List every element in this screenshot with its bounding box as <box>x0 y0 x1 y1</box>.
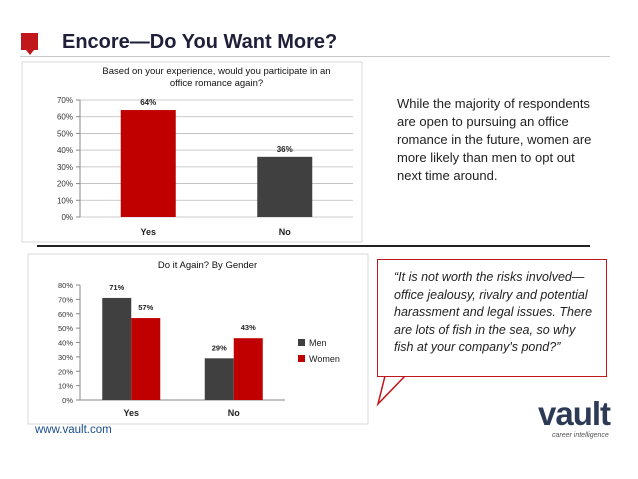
data-label: 64% <box>140 98 156 107</box>
x-category-label: No <box>228 408 240 418</box>
title-accent-icon <box>21 33 38 50</box>
bar-women-yes <box>131 318 161 400</box>
y-tick-label: 30% <box>58 353 73 362</box>
y-tick-label: 60% <box>57 113 73 122</box>
chart-frame <box>27 253 369 425</box>
y-tick-label: 10% <box>57 196 73 205</box>
y-tick-label: 10% <box>58 382 73 391</box>
data-label: 57% <box>138 303 153 312</box>
y-tick-label: 70% <box>57 96 73 105</box>
title-accent-tip <box>26 50 34 55</box>
y-tick-label: 40% <box>57 146 73 155</box>
x-category-label: No <box>279 227 291 237</box>
page-title: Encore—Do You Want More? <box>62 31 338 53</box>
legend-swatch-men <box>298 339 305 346</box>
description-text: While the majority of respondents are op… <box>397 96 592 183</box>
chart-participate-again: Based on your experience, would you part… <box>21 61 363 243</box>
legend-label-men: Men <box>309 338 327 348</box>
chart-title-line: Based on your experience, would you part… <box>102 66 330 77</box>
chart-by-gender: Do it Again? By Gender 0% 10% 20% 30% 40% 50% 6… <box>27 253 369 425</box>
data-label: 43% <box>241 323 256 332</box>
title-underline <box>20 56 610 57</box>
y-tick-label: 60% <box>58 310 73 319</box>
quote-callout: “It is not worth the risks involved—offi… <box>377 259 607 377</box>
x-category-label: Yes <box>140 227 156 237</box>
data-label: 71% <box>109 283 124 292</box>
section-divider <box>37 245 590 247</box>
x-category-label: Yes <box>123 408 139 418</box>
bar-men-no <box>204 358 234 400</box>
y-tick-label: 70% <box>58 295 73 304</box>
y-tick-label: 0% <box>62 396 73 405</box>
bar-yes <box>120 110 176 217</box>
y-tick-label: 50% <box>57 129 73 138</box>
bar-no <box>257 156 313 217</box>
vault-logo: vault career intelligence <box>538 395 616 446</box>
bar-women-no <box>233 338 263 400</box>
y-tick-label: 20% <box>58 367 73 376</box>
y-tick-label: 20% <box>57 180 73 189</box>
footer-url[interactable]: www.vault.com <box>35 424 112 436</box>
data-label: 29% <box>212 343 227 352</box>
chart-title: Do it Again? By Gender <box>158 260 257 271</box>
legend-swatch-women <box>298 355 305 362</box>
y-tick-label: 80% <box>58 281 73 290</box>
logo-tagline: career intelligence <box>552 432 609 439</box>
y-tick-label: 0% <box>61 213 73 222</box>
logo-wordmark: vault <box>538 395 611 432</box>
bar-men-yes <box>102 297 132 400</box>
chart-title-line: office romance again? <box>170 78 263 89</box>
y-tick-label: 50% <box>58 324 73 333</box>
y-tick-label: 30% <box>57 163 73 172</box>
y-tick-label: 40% <box>58 339 73 348</box>
data-label: 36% <box>277 145 293 154</box>
legend-label-women: Women <box>309 354 340 364</box>
chart-frame <box>21 61 363 243</box>
